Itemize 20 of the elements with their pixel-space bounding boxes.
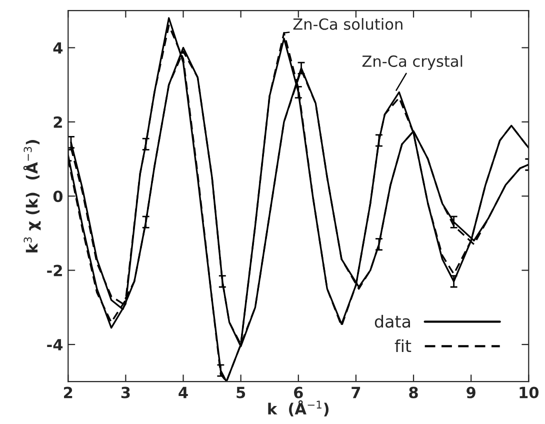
y-tick-label: -2 xyxy=(47,264,62,276)
y-tick-label: -4 xyxy=(47,339,63,350)
x-tick-label: 8 xyxy=(409,386,418,398)
x-tick-label: 4 xyxy=(178,386,188,398)
x-tick-label: 2 xyxy=(64,386,72,398)
x-tick-label: 9 xyxy=(466,386,476,398)
y-tick-label: 0 xyxy=(53,190,63,202)
x-tick-label: 7 xyxy=(352,386,360,398)
y-axis-title: k$^{3}$ χ (k) (Å$^{−3}$) xyxy=(23,140,41,252)
annotation: Zn-Ca solution xyxy=(293,18,402,30)
x-tick-label: 6 xyxy=(294,386,303,398)
x-tick-label: 10 xyxy=(520,386,539,398)
x-axis-title: k (Å$^{−1}$) xyxy=(268,400,329,416)
legend-label: fit xyxy=(394,339,412,352)
x-tick-label: 3 xyxy=(121,386,130,398)
x-tick-label: 5 xyxy=(236,386,246,398)
legend-label: data xyxy=(374,314,410,328)
y-tick-label: 4 xyxy=(53,42,63,54)
annotation: Zn-Ca crystal xyxy=(362,55,462,70)
y-tick-label: 2 xyxy=(54,116,62,128)
